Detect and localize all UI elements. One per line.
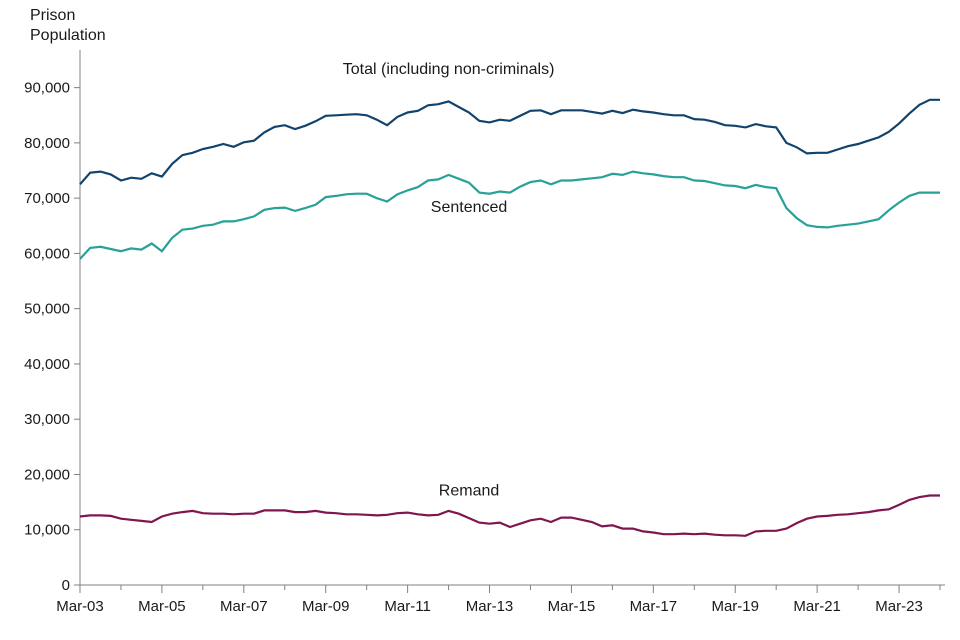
y-tick-label: 90,000 — [24, 80, 70, 97]
x-tick-label: Mar-03 — [56, 598, 104, 615]
x-tick-label: Mar-09 — [302, 598, 350, 615]
x-tick-label: Mar-15 — [548, 598, 596, 615]
y-tick-label: 10,000 — [24, 522, 70, 539]
prison-population-chart: Prison Population 0 10,000 20,000 30,000 40,00… — [0, 0, 960, 640]
y-axis-title-line2: Population — [30, 27, 106, 44]
y-tick-label: 30,000 — [24, 411, 70, 428]
x-tick-label: Mar-07 — [220, 598, 268, 615]
x-tick-label: Mar-05 — [138, 598, 186, 615]
series-label-sentenced: Sentenced — [431, 199, 508, 216]
x-tick-label: Mar-21 — [793, 598, 841, 615]
chart-background — [0, 0, 960, 640]
y-tick-label: 50,000 — [24, 301, 70, 318]
series-label-total: Total (including non-criminals) — [343, 61, 555, 78]
x-tick-label: Mar-23 — [875, 598, 923, 615]
x-tick-label: Mar-17 — [630, 598, 678, 615]
y-tick-label: 40,000 — [24, 356, 70, 373]
y-tick-label: 80,000 — [24, 135, 70, 152]
y-tick-label: 0 — [62, 577, 70, 594]
y-tick-label: 60,000 — [24, 245, 70, 262]
x-tick-label: Mar-13 — [466, 598, 514, 615]
x-tick-label: Mar-19 — [711, 598, 759, 615]
series-label-remand: Remand — [439, 482, 499, 499]
y-tick-label: 70,000 — [24, 190, 70, 207]
y-tick-label: 20,000 — [24, 466, 70, 483]
y-axis-title-line1: Prison — [30, 7, 75, 24]
x-tick-label: Mar-11 — [384, 598, 430, 615]
